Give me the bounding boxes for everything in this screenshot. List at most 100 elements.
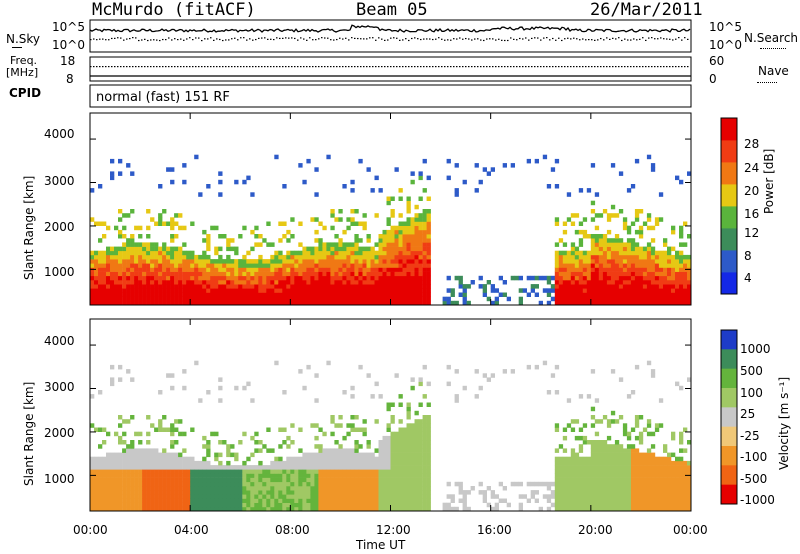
power-cell bbox=[266, 288, 271, 293]
velocity-cell bbox=[250, 477, 255, 483]
velocity-cell bbox=[362, 431, 367, 437]
power-cell bbox=[130, 259, 135, 264]
power-cell bbox=[466, 300, 471, 306]
power-cell bbox=[182, 254, 187, 260]
velocity-cell bbox=[318, 469, 323, 474]
velocity-cell bbox=[422, 494, 427, 499]
velocity-cell bbox=[326, 465, 331, 470]
velocity-cell bbox=[234, 385, 239, 391]
power-cell bbox=[206, 284, 211, 289]
power-cell bbox=[182, 179, 187, 185]
power-cell bbox=[166, 259, 171, 264]
velocity-cell bbox=[410, 494, 415, 499]
velocity-cell bbox=[586, 465, 592, 470]
power-cell bbox=[330, 209, 335, 214]
power-cell bbox=[158, 280, 163, 285]
power-cell bbox=[246, 300, 251, 306]
power-cell bbox=[687, 288, 692, 293]
power-cell bbox=[390, 225, 395, 231]
velocity-cell bbox=[630, 473, 636, 478]
velocity-cell bbox=[210, 477, 215, 483]
velocity-cell bbox=[342, 452, 347, 458]
nsearch-dot bbox=[336, 38, 338, 41]
velocity-cell bbox=[610, 444, 616, 449]
velocity-cell bbox=[354, 452, 359, 458]
velocity-cell bbox=[542, 481, 548, 487]
power-cell bbox=[266, 259, 271, 264]
power-cell bbox=[354, 209, 359, 214]
velocity-cell bbox=[202, 469, 207, 474]
power-cell bbox=[182, 267, 187, 272]
power-cell bbox=[142, 259, 147, 264]
velocity-cell bbox=[402, 465, 407, 470]
power-cell bbox=[118, 171, 123, 176]
freq-label-2: [MHz] bbox=[6, 66, 39, 79]
power-cell bbox=[642, 246, 648, 252]
power-cell bbox=[578, 188, 584, 193]
nave-dot bbox=[648, 66, 650, 68]
power-cell bbox=[679, 225, 684, 231]
power-cell bbox=[606, 213, 612, 218]
power-cell bbox=[166, 221, 171, 226]
velocity-cell bbox=[114, 465, 119, 470]
vel-ytick-3000: 3000 bbox=[44, 380, 75, 394]
power-cell bbox=[158, 250, 163, 256]
velocity-cell bbox=[286, 490, 291, 495]
power-cell bbox=[342, 271, 347, 277]
power-cell bbox=[602, 263, 608, 268]
power-cell bbox=[394, 242, 399, 247]
velocity-cell bbox=[282, 427, 287, 432]
velocity-cell bbox=[550, 502, 556, 508]
velocity-cell bbox=[671, 452, 676, 458]
power-cell bbox=[366, 267, 371, 272]
power-cell bbox=[298, 259, 303, 264]
nave-dot bbox=[609, 66, 611, 68]
power-cell bbox=[374, 300, 379, 306]
power-cell bbox=[170, 221, 175, 226]
freq-trace bbox=[90, 66, 691, 77]
velocity-cell bbox=[679, 481, 684, 487]
power-cell bbox=[558, 280, 564, 285]
nsearch-dot bbox=[459, 37, 461, 39]
power-cell bbox=[290, 300, 295, 306]
power-cell bbox=[210, 292, 215, 297]
velocity-cell bbox=[206, 469, 211, 474]
velocity-cell bbox=[262, 486, 267, 491]
velocity-cell bbox=[618, 506, 624, 512]
power-cell bbox=[382, 238, 387, 243]
power-cell bbox=[110, 158, 115, 164]
power-cell bbox=[202, 300, 207, 306]
power-cell bbox=[234, 300, 239, 306]
velocity-cell bbox=[274, 494, 279, 499]
nsearch-dot bbox=[630, 39, 632, 41]
nave-dot bbox=[204, 66, 206, 68]
power-cell bbox=[378, 271, 383, 277]
velocity-cell bbox=[218, 398, 223, 403]
nave-dot bbox=[576, 66, 578, 68]
nave-dot bbox=[543, 66, 545, 68]
vel-cbar-tick-m500: -500 bbox=[740, 472, 768, 486]
power-cell bbox=[286, 254, 291, 260]
nsearch-dot bbox=[621, 39, 623, 42]
velocity-cell bbox=[671, 502, 676, 508]
power-cell bbox=[318, 238, 323, 243]
velocity-cell bbox=[250, 473, 255, 478]
velocity-cell bbox=[522, 494, 527, 499]
velocity-cell bbox=[270, 448, 275, 453]
velocity-cell bbox=[258, 486, 263, 491]
velocity-cell bbox=[538, 506, 543, 512]
velocity-cell bbox=[118, 423, 123, 428]
power-cell bbox=[210, 263, 215, 268]
velocity-cell bbox=[330, 460, 335, 466]
power-cell bbox=[566, 296, 572, 302]
velocity-cell bbox=[687, 477, 692, 483]
power-cell bbox=[362, 288, 367, 293]
velocity-cell bbox=[622, 431, 628, 437]
power-cell bbox=[382, 263, 387, 268]
power-cell bbox=[650, 288, 656, 293]
velocity-cell bbox=[214, 456, 219, 462]
nave-dot bbox=[207, 66, 209, 68]
power-cell bbox=[618, 250, 624, 256]
power-cell bbox=[258, 254, 263, 260]
power-cell bbox=[406, 209, 411, 214]
